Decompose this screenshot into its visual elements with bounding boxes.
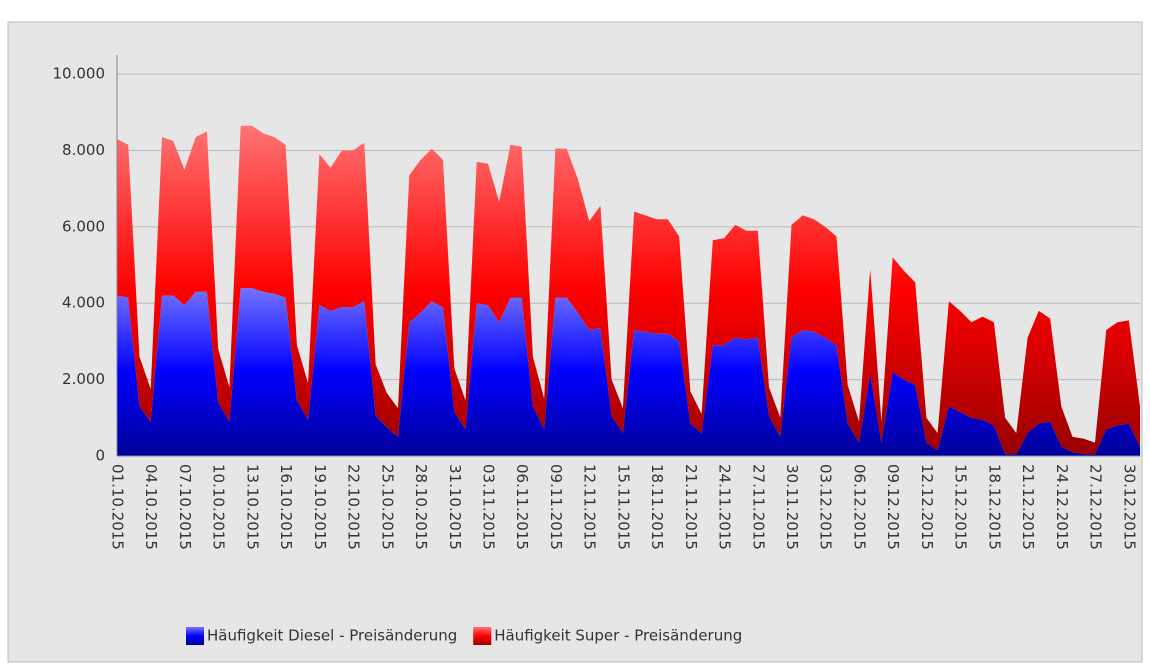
x-tick-label: 06.12.2015 xyxy=(850,464,868,550)
y-tick-label: 2.000 xyxy=(62,370,105,388)
x-tick-label: 04.10.2015 xyxy=(142,464,160,550)
area xyxy=(117,125,1140,455)
x-tick-label: 15.11.2015 xyxy=(614,464,632,550)
x-tick-label: 03.11.2015 xyxy=(479,464,497,550)
x-tick-label: 07.10.2015 xyxy=(176,464,194,550)
x-tick-label: 19.10.2015 xyxy=(311,464,329,550)
y-tick-label: 10.000 xyxy=(53,65,106,83)
x-tick-label: 27.11.2015 xyxy=(749,464,767,550)
y-tick-label: 0 xyxy=(95,447,105,465)
legend-label: Häufigkeit Super - Preisänderung xyxy=(494,627,742,645)
x-tick-label: 25.10.2015 xyxy=(378,464,396,550)
x-tick-label: 30.11.2015 xyxy=(783,464,801,550)
x-tick-label: 06.11.2015 xyxy=(513,464,531,550)
x-tick-label: 13.10.2015 xyxy=(243,464,261,550)
x-tick-label: 10.10.2015 xyxy=(210,464,228,550)
y-tick-label: 4.000 xyxy=(62,294,105,312)
y-tick-label: 6.000 xyxy=(62,217,105,235)
legend-swatch xyxy=(473,627,492,645)
x-tick-label: 18.11.2015 xyxy=(648,464,666,550)
x-tick-label: 21.11.2015 xyxy=(682,464,700,550)
x-tick-label: 28.10.2015 xyxy=(412,464,430,550)
area xyxy=(117,288,1140,456)
x-tick-label: 21.12.2015 xyxy=(1019,464,1037,550)
x-tick-label: 12.12.2015 xyxy=(918,464,936,550)
legend: Häufigkeit Diesel - Preisänderung Häufigk… xyxy=(186,627,742,645)
x-tick-label: 22.10.2015 xyxy=(345,464,363,550)
legend-swatch xyxy=(186,627,204,645)
x-tick-label: 12.11.2015 xyxy=(581,464,599,550)
y-tick-label: 8.000 xyxy=(62,141,105,159)
x-tick-label: 31.10.2015 xyxy=(446,464,464,550)
x-tick-label: 01.10.2015 xyxy=(109,464,127,550)
x-tick-label: 15.12.2015 xyxy=(952,464,970,550)
x-tick-label: 27.12.2015 xyxy=(1087,464,1105,550)
x-tick-label: 09.11.2015 xyxy=(547,464,565,550)
legend-label: Häufigkeit Diesel - Preisänderung xyxy=(207,627,457,645)
x-tick-label: 09.12.2015 xyxy=(884,464,902,550)
x-tick-label: 03.12.2015 xyxy=(817,464,835,550)
x-tick-label: 24.12.2015 xyxy=(1053,464,1071,550)
x-tick-label: 18.12.2015 xyxy=(985,464,1003,550)
x-tick-label: 30.12.2015 xyxy=(1120,464,1138,550)
x-tick-label: 16.10.2015 xyxy=(277,464,295,550)
x-tick-label: 24.11.2015 xyxy=(716,464,734,550)
